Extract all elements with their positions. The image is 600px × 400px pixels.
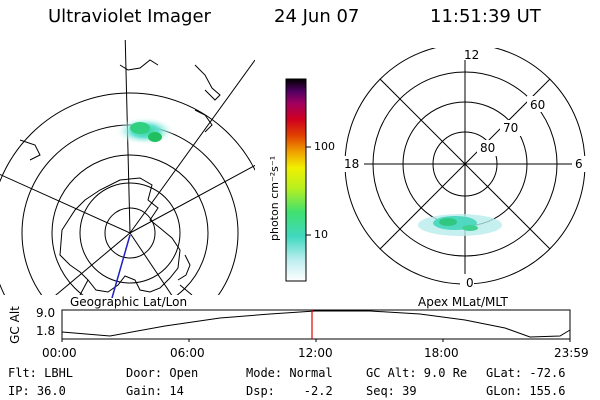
mlt-label-12: 12: [464, 48, 480, 62]
filter-status: Flt: LBHL: [8, 366, 74, 380]
time-label: 11:51:39 UT: [430, 6, 541, 27]
altitude-curve: [61, 310, 571, 338]
altitude-tick-9: 9.0: [36, 306, 56, 320]
lat-circle: [104, 207, 156, 259]
colorbar-unit-label: photon cm⁻²s⁻¹: [268, 156, 281, 241]
satellite-track: [111, 234, 131, 298]
magnetic-polar-plot: [340, 48, 590, 288]
mlt-label-0: 0: [466, 276, 474, 290]
dsp-status: Dsp: -2.2: [246, 384, 333, 398]
gc-alt-status: GC Alt: 9.0 Re: [366, 366, 468, 380]
lat-circle: [51, 154, 209, 295]
geographic-map: [0, 40, 255, 298]
coastline: [194, 109, 213, 133]
mlat-label-60: 60: [530, 98, 546, 112]
geographic-panel-label: Geographic Lat/Lon: [70, 295, 188, 309]
altitude-strip-plot: [61, 309, 571, 342]
meridian: [0, 173, 131, 234]
altitude-ylabel: GC Alt: [7, 306, 22, 344]
lat-circle: [0, 92, 255, 295]
mode-status: Mode: Normal: [246, 366, 333, 380]
coastline: [179, 284, 193, 295]
colorbar: photon cm⁻²s⁻¹: [268, 78, 311, 282]
coastline: [119, 59, 159, 71]
mlt-label-6: 6: [575, 157, 583, 171]
glat-status: GLat: -72.6: [486, 366, 566, 380]
lat-circle: [79, 182, 181, 284]
colorbar-tick-100: 100: [314, 140, 335, 153]
lat-circle: [21, 124, 239, 295]
meridian: [129, 59, 255, 234]
meridian: [129, 164, 255, 234]
altitude-strip-frame: [61, 309, 571, 340]
x-tick-label-0600: 06:00: [170, 346, 205, 360]
x-tick-label-1800: 18:00: [424, 346, 459, 360]
coastline: [59, 177, 181, 293]
altitude-tick-1-8: 1.8: [36, 324, 56, 338]
x-tick-label-0000: 00:00: [42, 346, 77, 360]
meridian: [55, 232, 131, 295]
seq-status: Seq: 39: [366, 384, 417, 398]
coastline: [19, 139, 41, 161]
mlt-label-18: 18: [344, 157, 360, 171]
instrument-title: Ultraviolet Imager: [48, 6, 211, 27]
coastline: [194, 64, 221, 101]
x-tick-label-1200: 12:00: [298, 346, 333, 360]
gain-status: Gain: 14: [126, 384, 184, 398]
ip-status: IP: 36.0: [8, 384, 66, 398]
mlat-label-80: 80: [480, 141, 496, 155]
magnetic-panel-label: Apex MLat/MLT: [418, 295, 508, 309]
coastline: [79, 279, 89, 295]
mlat-label-70: 70: [503, 121, 519, 135]
colorbar-gradient: [285, 78, 307, 282]
glon-status: GLon: 155.6: [486, 384, 566, 398]
meridian: [129, 232, 173, 295]
aurora-emission-mag: [418, 214, 502, 236]
colorbar-tick-10: 10: [314, 228, 328, 241]
aurora-emission-geo: [115, 117, 175, 145]
date-label: 24 Jun 07: [274, 6, 360, 27]
mlt-diagonal: [379, 78, 551, 250]
x-tick-label-2359: 23:59: [554, 346, 589, 360]
coastline: [177, 254, 191, 281]
door-status: Door: Open: [126, 366, 199, 380]
